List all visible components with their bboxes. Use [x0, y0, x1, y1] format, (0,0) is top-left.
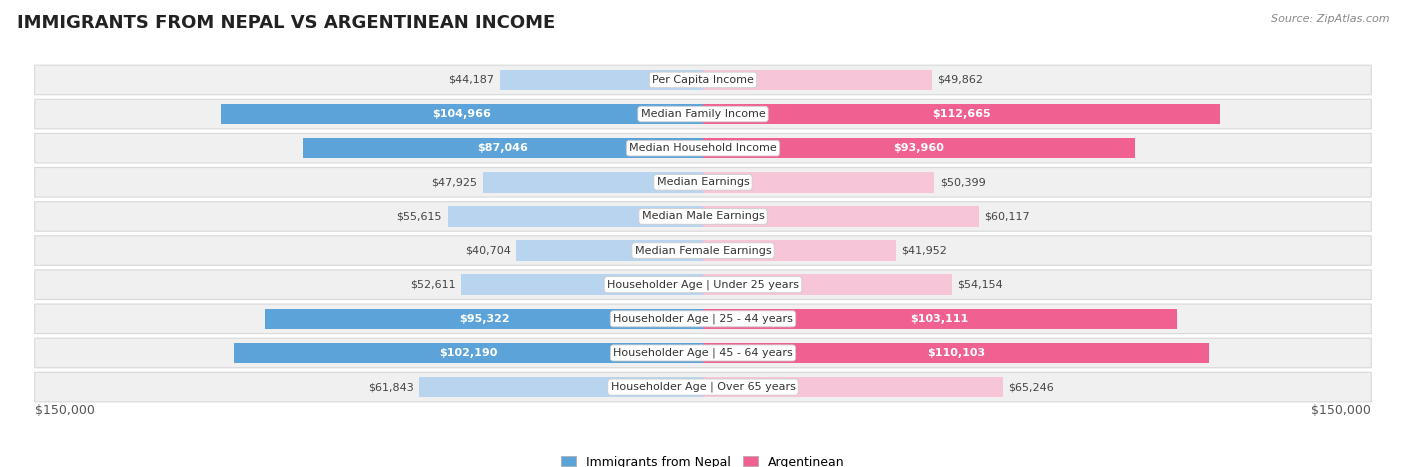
Bar: [461, 275, 703, 295]
Text: $93,960: $93,960: [893, 143, 945, 153]
FancyBboxPatch shape: [35, 168, 1371, 197]
Text: Median Household Income: Median Household Income: [628, 143, 778, 153]
FancyBboxPatch shape: [35, 372, 1371, 402]
Text: $41,952: $41,952: [901, 246, 948, 255]
Text: $102,190: $102,190: [439, 348, 498, 358]
Text: $95,322: $95,322: [458, 314, 509, 324]
FancyBboxPatch shape: [35, 65, 1371, 95]
Bar: [266, 309, 703, 329]
FancyBboxPatch shape: [35, 236, 1371, 265]
Text: Householder Age | Over 65 years: Householder Age | Over 65 years: [610, 382, 796, 392]
Bar: [447, 206, 703, 226]
Text: $112,665: $112,665: [932, 109, 991, 119]
Bar: [703, 275, 952, 295]
Text: $87,046: $87,046: [478, 143, 529, 153]
Text: $150,000: $150,000: [35, 404, 94, 417]
FancyBboxPatch shape: [35, 338, 1371, 368]
Text: Median Earnings: Median Earnings: [657, 177, 749, 187]
Text: $104,966: $104,966: [433, 109, 491, 119]
Text: $150,000: $150,000: [1312, 404, 1371, 417]
Text: Per Capita Income: Per Capita Income: [652, 75, 754, 85]
FancyBboxPatch shape: [35, 99, 1371, 129]
FancyBboxPatch shape: [35, 134, 1371, 163]
Bar: [419, 377, 703, 397]
Bar: [703, 241, 896, 261]
Text: $47,925: $47,925: [432, 177, 478, 187]
Text: $44,187: $44,187: [449, 75, 495, 85]
Text: $60,117: $60,117: [984, 212, 1031, 221]
Text: $52,611: $52,611: [411, 280, 456, 290]
FancyBboxPatch shape: [35, 202, 1371, 231]
Legend: Immigrants from Nepal, Argentinean: Immigrants from Nepal, Argentinean: [561, 456, 845, 467]
Text: $54,154: $54,154: [957, 280, 1002, 290]
Text: Median Family Income: Median Family Income: [641, 109, 765, 119]
Bar: [703, 104, 1220, 124]
Text: $50,399: $50,399: [941, 177, 986, 187]
Text: Source: ZipAtlas.com: Source: ZipAtlas.com: [1271, 14, 1389, 24]
Bar: [703, 172, 935, 192]
Bar: [703, 70, 932, 90]
Bar: [221, 104, 703, 124]
Bar: [703, 377, 1002, 397]
Text: IMMIGRANTS FROM NEPAL VS ARGENTINEAN INCOME: IMMIGRANTS FROM NEPAL VS ARGENTINEAN INC…: [17, 14, 555, 32]
Text: $61,843: $61,843: [368, 382, 413, 392]
Bar: [304, 138, 703, 158]
Text: $65,246: $65,246: [1008, 382, 1054, 392]
FancyBboxPatch shape: [35, 270, 1371, 299]
Bar: [703, 138, 1135, 158]
Bar: [233, 343, 703, 363]
Text: $49,862: $49,862: [938, 75, 984, 85]
Bar: [516, 241, 703, 261]
Text: Householder Age | Under 25 years: Householder Age | Under 25 years: [607, 279, 799, 290]
Text: Median Male Earnings: Median Male Earnings: [641, 212, 765, 221]
Bar: [703, 206, 979, 226]
Text: $55,615: $55,615: [396, 212, 441, 221]
Bar: [703, 309, 1177, 329]
Text: Householder Age | 45 - 64 years: Householder Age | 45 - 64 years: [613, 348, 793, 358]
Text: $40,704: $40,704: [464, 246, 510, 255]
Bar: [703, 343, 1209, 363]
FancyBboxPatch shape: [35, 304, 1371, 333]
Text: Householder Age | 25 - 44 years: Householder Age | 25 - 44 years: [613, 313, 793, 324]
Text: $110,103: $110,103: [927, 348, 986, 358]
Bar: [482, 172, 703, 192]
Text: Median Female Earnings: Median Female Earnings: [634, 246, 772, 255]
Text: $103,111: $103,111: [911, 314, 969, 324]
Bar: [501, 70, 703, 90]
